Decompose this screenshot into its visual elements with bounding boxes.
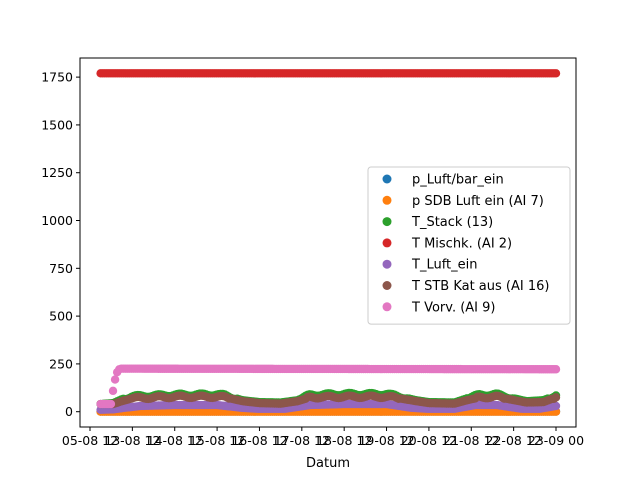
legend-marker (382, 259, 392, 269)
x-axis-label: Datum (306, 456, 350, 471)
x-tick-label: 20-08 12 (401, 433, 457, 448)
legend-marker (382, 281, 392, 290)
data-point (110, 375, 120, 384)
x-tick-label: 21-08 12 (443, 433, 499, 448)
plot-frame (79, 57, 577, 428)
y-tick-label: 250 (49, 356, 73, 371)
legend-entry: T_Stack (13) (411, 215, 493, 230)
data-point (106, 399, 116, 409)
legend-entry: p_Luft/bar_ein (412, 173, 504, 188)
legend-entry: p SDB Luft ein (AI 7) (412, 194, 544, 209)
x-tick-label: 15-08 12 (189, 433, 245, 448)
y-tick-label: 750 (49, 261, 73, 276)
x-tick-label: 22-08 12 (486, 433, 542, 448)
x-tick-label: 14-08 12 (147, 433, 203, 448)
series-points (96, 364, 561, 409)
data-point (551, 365, 561, 374)
y-tick-label: 0 (65, 404, 73, 419)
legend-marker (382, 302, 392, 312)
legend-entry: T Mischk. (AI 2) (411, 236, 512, 251)
x-tick-label: 13-08 12 (104, 433, 160, 448)
x-tick-label: 18-08 12 (316, 433, 372, 448)
x-tick-label: 16-08 12 (231, 433, 287, 448)
x-tick-label: 17-08 12 (274, 433, 330, 448)
y-tick-label: 1000 (41, 213, 73, 228)
legend-entry: T Vorv. (AI 9) (411, 300, 495, 315)
y-tick-label: 1750 (41, 70, 73, 85)
legend-marker (382, 217, 392, 227)
y-tick-label: 1500 (41, 117, 73, 132)
x-tick-label: 05-08 12 (62, 433, 118, 448)
legend-entry: T STB Kat aus (AI 16) (411, 279, 549, 294)
y-axis: 0 250 500 750 1000 1250 1500 1750 (41, 70, 80, 419)
data-point (551, 69, 561, 78)
legend-marker (382, 238, 392, 248)
x-tick-label: 19-08 12 (358, 433, 414, 448)
legend-entry: T_Luft_ein (411, 258, 478, 273)
legend-marker (382, 174, 392, 184)
x-tick-label: 23-09 00 (528, 433, 584, 448)
y-tick-label: 500 (49, 309, 73, 324)
data-points (96, 69, 561, 416)
data-point (551, 393, 561, 402)
legend-box (367, 166, 571, 325)
series-points (96, 69, 561, 78)
y-tick-label: 1250 (41, 165, 73, 180)
series-points (96, 391, 561, 409)
data-point (551, 401, 561, 411)
legend-marker (382, 195, 392, 205)
data-point (108, 386, 118, 396)
